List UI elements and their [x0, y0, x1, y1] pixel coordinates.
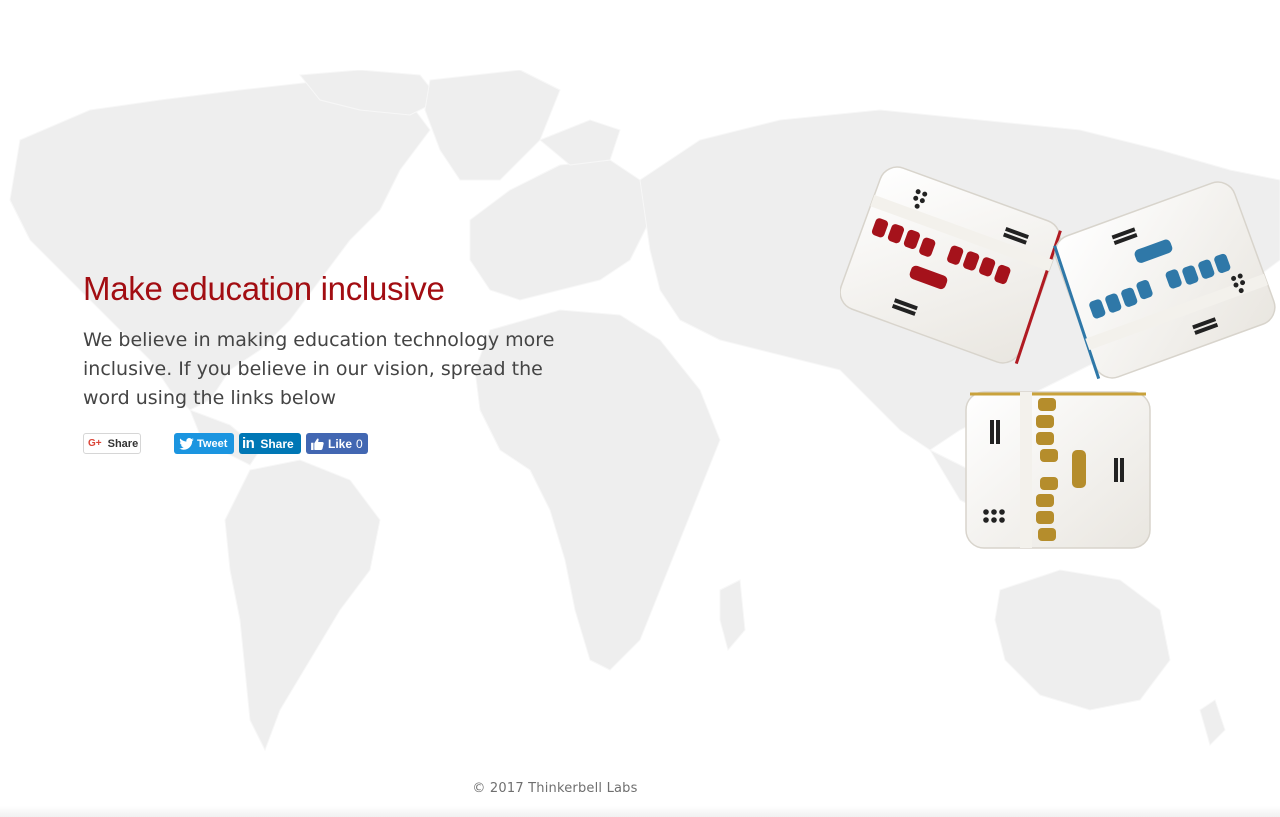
linkedin-share-label: Share — [260, 436, 294, 451]
page-title: Make education inclusive — [83, 270, 445, 307]
share-bar: G+ Share Tweet in Share Like 0 — [83, 433, 583, 455]
braille-devices-image — [840, 166, 1276, 549]
twitter-bird-icon — [179, 437, 194, 450]
footer-copyright: © 2017 Thinkerbell Labs — [472, 781, 638, 796]
red-braille-device — [840, 166, 1062, 365]
blue-braille-device — [1053, 181, 1276, 380]
facebook-like-count: 0 — [356, 436, 363, 451]
gold-braille-device — [965, 391, 1151, 549]
footer-shadow — [0, 806, 1280, 817]
hero-section: Make education inclusive We believe in m… — [83, 268, 583, 455]
hero-description: We believe in making education technolog… — [83, 329, 555, 409]
google-plus-icon: G+ — [88, 438, 102, 449]
facebook-like-label: Like — [328, 436, 353, 451]
linkedin-icon: in — [242, 435, 255, 452]
google-plus-share-label: Share — [107, 437, 139, 450]
thumbs-up-icon — [311, 438, 324, 450]
linkedin-share-button[interactable]: in Share — [239, 433, 301, 454]
tweet-label: Tweet — [197, 437, 228, 450]
google-plus-share-button[interactable]: G+ Share — [83, 433, 141, 454]
tweet-button[interactable]: Tweet — [174, 433, 234, 454]
facebook-like-button[interactable]: Like 0 — [306, 433, 368, 454]
